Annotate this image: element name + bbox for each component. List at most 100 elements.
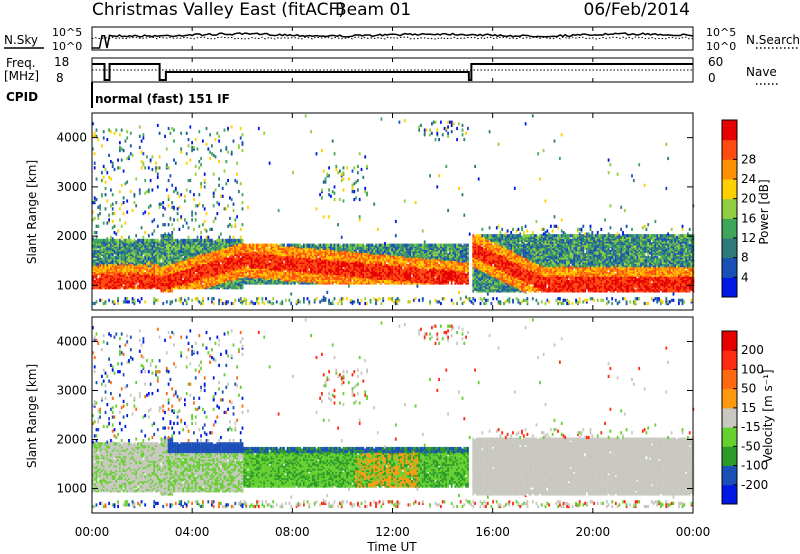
- power-cell: [284, 298, 287, 302]
- power-cell: [153, 242, 156, 246]
- power-cell: [119, 149, 121, 153]
- power-cell: [191, 141, 193, 145]
- power-cell: [171, 234, 174, 238]
- power-cell: [104, 193, 107, 197]
- power-cell: [212, 172, 215, 176]
- power-cell: [106, 243, 109, 247]
- power-cell: [241, 284, 244, 288]
- power-cell: [140, 238, 143, 242]
- power-cell: [211, 238, 213, 242]
- power-cell: [330, 194, 332, 198]
- power-cell: [162, 213, 165, 217]
- power-cell: [369, 243, 372, 247]
- noise-tick-bottom-right: 10^0: [706, 40, 736, 53]
- power-cell: [167, 238, 170, 242]
- power-cell: [358, 197, 361, 202]
- power-cell: [115, 242, 118, 246]
- power-cell: [176, 207, 179, 211]
- power-cell: [156, 166, 159, 170]
- power-cell: [205, 243, 208, 247]
- power-cell: [129, 144, 132, 148]
- power-cell: [108, 264, 110, 268]
- power-cell: [165, 300, 168, 304]
- power-cell: [247, 281, 249, 285]
- power-cell: [106, 242, 109, 246]
- power-cell: [101, 238, 103, 242]
- power-cell: [165, 246, 168, 250]
- power-cell: [328, 243, 330, 247]
- power-cell: [216, 276, 219, 280]
- power-cell: [212, 301, 215, 306]
- power-cell: [297, 253, 300, 257]
- power-cell: [135, 240, 138, 244]
- power-cell: [239, 242, 242, 246]
- power-cell: [144, 300, 147, 304]
- power-cell: [191, 298, 193, 302]
- power-cell: [306, 265, 309, 269]
- power-cell: [156, 246, 159, 250]
- power-cell: [225, 145, 228, 150]
- power-cell: [180, 243, 183, 247]
- power-cell: [211, 242, 213, 246]
- power-cell: [200, 185, 202, 189]
- power-cell: [293, 248, 296, 252]
- power-cell: [171, 201, 174, 205]
- power-cell: [178, 227, 181, 231]
- power-cell: [304, 281, 307, 285]
- power-cell: [184, 218, 186, 222]
- power-cell: [131, 153, 134, 157]
- power-cell: [167, 232, 170, 236]
- power-cell: [266, 243, 269, 247]
- power-cell: [129, 131, 132, 135]
- power-cell: [198, 166, 201, 170]
- power-cell: [146, 238, 148, 242]
- power-cell: [160, 262, 163, 266]
- power-cell: [140, 160, 143, 164]
- power-cell: [211, 300, 213, 304]
- power-cell: [263, 243, 266, 247]
- power-cell: [209, 133, 211, 137]
- power-cell: [178, 254, 181, 258]
- power-cell: [119, 218, 121, 222]
- power-cell: [239, 136, 242, 140]
- power-cell: [200, 163, 202, 167]
- power-cell: [254, 301, 257, 306]
- power-cell: [216, 253, 219, 257]
- power-cell: [193, 243, 195, 247]
- power-cell: [295, 300, 298, 304]
- power-cell: [108, 243, 110, 247]
- noise-tick-top-right: 10^5: [706, 26, 736, 39]
- power-cell: [193, 275, 195, 279]
- power-cell: [261, 254, 264, 258]
- power-cell: [348, 260, 350, 265]
- power-cell: [174, 242, 177, 246]
- power-cell: [315, 152, 318, 156]
- power-cell: [191, 149, 193, 153]
- power-cell: [93, 196, 96, 200]
- power-cell: [131, 253, 134, 257]
- power-cell: [268, 262, 271, 266]
- power-cell: [176, 191, 179, 195]
- power-cell: [380, 275, 383, 279]
- power-cell: [380, 253, 383, 257]
- power-cell: [164, 253, 166, 257]
- power-cell: [324, 177, 327, 181]
- power-cell: [355, 256, 357, 260]
- power-cell: [214, 138, 217, 142]
- power-cell: [357, 253, 359, 257]
- power-cell: [375, 301, 377, 306]
- power-cell: [151, 155, 154, 159]
- power-cell: [351, 190, 354, 194]
- power-cell: [241, 207, 244, 211]
- power-cell: [380, 243, 383, 247]
- power-cell: [351, 169, 354, 173]
- power-cell: [212, 271, 215, 276]
- power-cell: [122, 242, 125, 246]
- power-cell: [173, 242, 175, 246]
- power-cell: [358, 301, 361, 306]
- power-cell: [142, 161, 145, 165]
- power-cell: [158, 155, 161, 159]
- power-cell: [382, 297, 385, 301]
- power-cell: [236, 180, 238, 184]
- power-cell: [358, 243, 361, 247]
